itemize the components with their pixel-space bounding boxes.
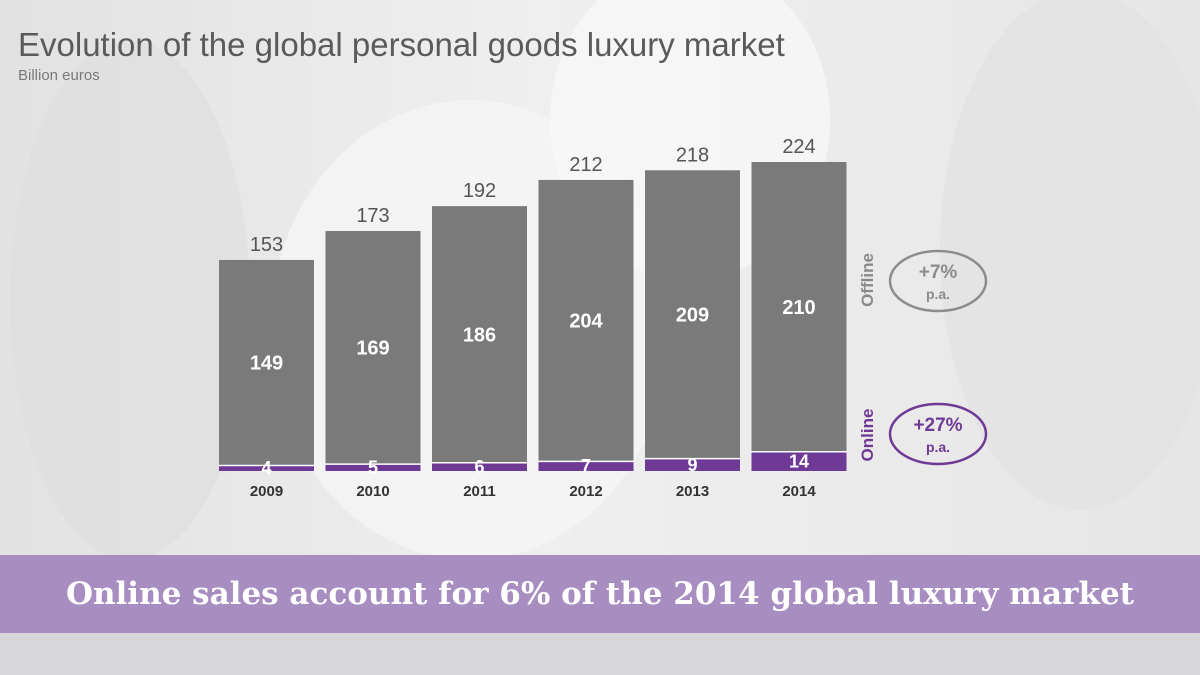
- total-value-label: 212: [569, 154, 602, 176]
- growth-period-online: p.a.: [926, 439, 950, 455]
- banner-text: Online sales account for 6% of the 2014 …: [65, 576, 1135, 612]
- offline-value-label: 210: [782, 297, 815, 319]
- bar-offline-2013: [645, 170, 740, 459]
- offline-value-label: 149: [250, 353, 283, 375]
- growth-rate-offline: +7%: [919, 262, 958, 283]
- page-title: Evolution of the global personal goods l…: [18, 26, 785, 63]
- growth-ellipse-offline: [888, 249, 988, 313]
- x-tick-label: 2012: [569, 483, 602, 500]
- online-value-label: 5: [368, 458, 378, 478]
- bar-offline-2010: [325, 230, 421, 465]
- growth-rate-online: +27%: [913, 415, 962, 436]
- online-value-label: 9: [687, 455, 697, 475]
- footer-strip: [0, 633, 1200, 675]
- total-value-label: 224: [782, 136, 815, 158]
- offline-value-label: 169: [356, 338, 389, 360]
- x-tick-label: 2011: [463, 483, 496, 500]
- online-value-label: 14: [789, 451, 809, 471]
- stacked-bar-chart: 4149153200951691732010618619220117204212…: [219, 136, 988, 500]
- bar-online-2014: [751, 451, 847, 471]
- online-value-label: 6: [474, 457, 484, 477]
- offline-value-label: 186: [463, 324, 496, 346]
- takeaway-banner: Online sales account for 6% of the 2014 …: [0, 555, 1200, 633]
- bar-online-2009: [219, 465, 314, 471]
- online-value-label: 4: [261, 458, 271, 478]
- growth-period-offline: p.a.: [926, 286, 950, 302]
- bar-offline-2014: [751, 162, 847, 452]
- bar-offline-2009: [219, 259, 314, 466]
- bar-offline-2012: [538, 179, 634, 462]
- bar-online-2013: [645, 458, 740, 471]
- x-tick-label: 2013: [676, 483, 709, 500]
- bar-online-2011: [432, 462, 527, 471]
- unit-subtitle: Billion euros: [18, 67, 100, 84]
- series-label-online: Online: [858, 409, 877, 462]
- x-tick-label: 2009: [250, 483, 283, 500]
- bar-online-2010: [325, 464, 421, 471]
- series-label-offline: Offline: [858, 253, 877, 307]
- bar-online-2012: [538, 461, 634, 471]
- total-value-label: 218: [676, 144, 709, 166]
- x-tick-label: 2010: [356, 483, 389, 500]
- bar-offline-2011: [432, 206, 527, 463]
- total-value-label: 192: [463, 180, 496, 202]
- online-value-label: 7: [581, 456, 591, 476]
- growth-ellipse-online: [888, 402, 988, 466]
- offline-value-label: 204: [569, 311, 603, 333]
- x-tick-label: 2014: [782, 483, 816, 500]
- offline-value-label: 209: [676, 304, 709, 326]
- total-value-label: 153: [250, 234, 283, 256]
- total-value-label: 173: [356, 205, 389, 227]
